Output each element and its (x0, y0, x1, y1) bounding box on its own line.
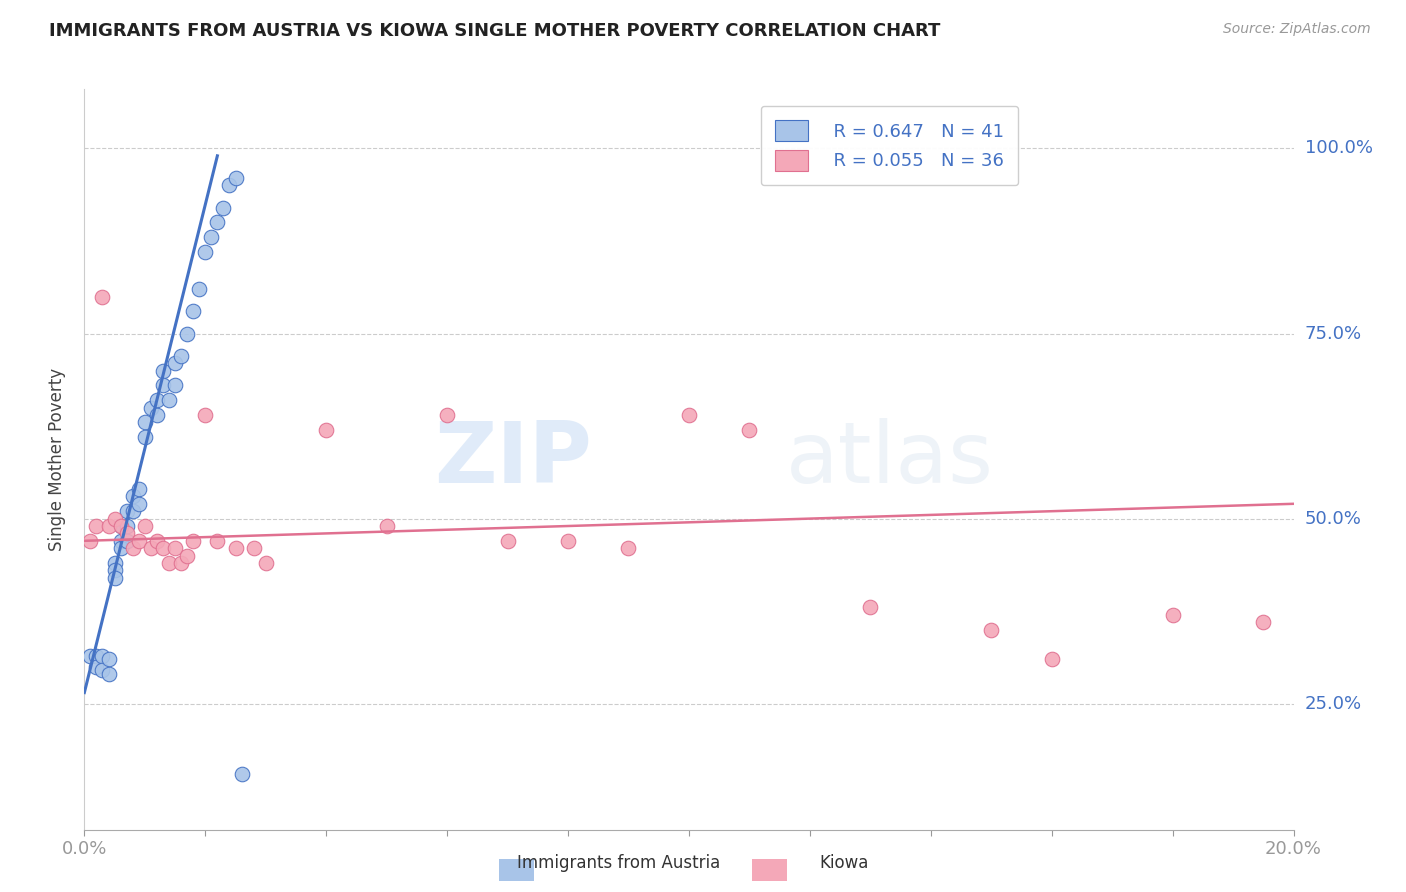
Point (170, 556, 193, 570)
Point (104, 511, 127, 525)
Point (97, 652, 120, 666)
Point (115, 504, 138, 518)
Point (557, 533, 579, 548)
Point (134, 430, 156, 444)
Text: 25.0%: 25.0% (1305, 695, 1362, 713)
Y-axis label: Single Mother Poverty: Single Mother Poverty (48, 368, 66, 551)
Point (104, 571, 127, 585)
Point (110, 533, 132, 548)
Point (218, 178, 240, 193)
Point (152, 378, 174, 392)
Point (139, 541, 162, 556)
Point (176, 326, 198, 341)
Point (176, 549, 198, 563)
Text: atlas: atlas (786, 417, 994, 501)
Point (121, 489, 143, 503)
Point (1040, 652, 1063, 666)
Point (134, 519, 156, 533)
Point (97, 667, 120, 681)
Point (79, 648, 101, 663)
Point (152, 541, 174, 556)
Point (678, 408, 700, 422)
Point (104, 556, 127, 570)
Point (436, 408, 458, 422)
Point (115, 533, 138, 548)
Point (128, 497, 150, 511)
Point (194, 245, 217, 260)
Point (86, 648, 108, 663)
Point (139, 401, 162, 415)
Point (91, 648, 114, 663)
Point (165, 378, 187, 392)
Text: ZIP: ZIP (434, 417, 592, 501)
Text: 50.0%: 50.0% (1305, 509, 1361, 527)
Point (146, 393, 169, 408)
Point (104, 564, 127, 578)
Point (225, 541, 247, 556)
Point (980, 623, 1002, 637)
Point (152, 363, 174, 377)
Point (738, 423, 761, 437)
Point (617, 541, 640, 556)
Point (115, 526, 138, 541)
Point (1161, 607, 1184, 622)
Point (1253, 615, 1275, 630)
Point (146, 533, 169, 548)
Point (91, 664, 114, 678)
Point (207, 215, 229, 229)
Point (181, 533, 204, 548)
Point (157, 393, 180, 408)
Point (194, 408, 217, 422)
Point (188, 282, 211, 296)
Point (212, 201, 235, 215)
Text: 75.0%: 75.0% (1305, 325, 1362, 343)
Point (181, 304, 204, 318)
Point (110, 541, 132, 556)
Point (242, 541, 264, 556)
FancyBboxPatch shape (745, 855, 794, 886)
Point (375, 519, 398, 533)
Point (200, 230, 222, 244)
Point (97, 519, 120, 533)
Point (146, 408, 169, 422)
Point (207, 533, 229, 548)
Text: Immigrants from Austria: Immigrants from Austria (517, 855, 720, 872)
Legend:   R = 0.647   N = 41,   R = 0.055   N = 36: R = 0.647 N = 41, R = 0.055 N = 36 (761, 105, 1018, 186)
Point (86, 659, 108, 673)
Point (859, 600, 882, 615)
Text: Kiowa: Kiowa (818, 855, 869, 872)
Point (165, 541, 187, 556)
Text: Source: ZipAtlas.com: Source: ZipAtlas.com (1223, 22, 1371, 37)
Text: IMMIGRANTS FROM AUSTRIA VS KIOWA SINGLE MOTHER POVERTY CORRELATION CHART: IMMIGRANTS FROM AUSTRIA VS KIOWA SINGLE … (49, 22, 941, 40)
Point (254, 556, 277, 570)
Point (134, 415, 156, 429)
Point (115, 519, 138, 533)
Point (170, 349, 193, 363)
Point (225, 171, 247, 186)
Point (79, 533, 101, 548)
Point (110, 519, 132, 533)
FancyBboxPatch shape (492, 855, 541, 886)
Point (110, 519, 132, 533)
Point (231, 767, 253, 781)
Point (165, 356, 187, 370)
Point (315, 423, 337, 437)
Point (86, 519, 108, 533)
Point (128, 533, 150, 548)
Point (157, 556, 180, 570)
Point (496, 533, 519, 548)
Point (121, 504, 143, 518)
Point (91, 289, 114, 303)
Text: 100.0%: 100.0% (1305, 139, 1372, 157)
Point (121, 541, 143, 556)
Point (128, 482, 150, 496)
